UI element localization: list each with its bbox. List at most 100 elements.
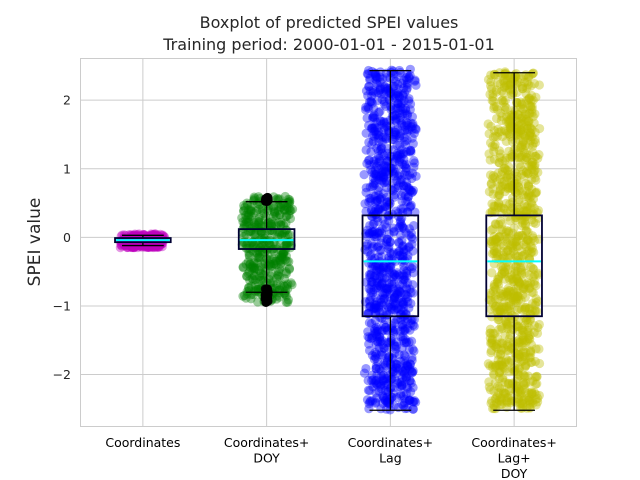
data-point: [263, 206, 273, 216]
data-point: [360, 199, 370, 209]
data-point: [505, 206, 515, 216]
data-point: [518, 250, 528, 261]
data-point: [242, 271, 252, 281]
data-point: [367, 280, 377, 290]
data-point: [507, 364, 518, 374]
data-point: [521, 226, 532, 236]
data-point: [519, 77, 530, 87]
data-point: [263, 203, 273, 213]
data-point: [398, 104, 408, 114]
data-point: [261, 211, 271, 221]
data-point: [507, 151, 517, 162]
data-point: [279, 274, 290, 284]
data-point: [507, 240, 518, 251]
data-point: [515, 207, 525, 217]
data-point: [245, 275, 255, 285]
data-point: [518, 284, 529, 294]
data-point: [499, 302, 509, 312]
data-point: [391, 130, 401, 140]
data-point: [497, 177, 508, 187]
data-point: [521, 96, 532, 106]
data-point: [364, 81, 374, 92]
data-point: [388, 361, 398, 372]
data-point: [377, 335, 387, 346]
data-point: [531, 175, 541, 185]
data-point: [502, 128, 512, 138]
data-point: [503, 305, 513, 316]
data-point: [515, 143, 525, 153]
data-point: [523, 80, 533, 90]
data-point: [257, 206, 268, 216]
data-point: [527, 306, 537, 316]
data-point: [279, 288, 289, 299]
data-point: [244, 250, 254, 260]
data-point: [393, 363, 403, 373]
data-point: [362, 113, 372, 123]
chart-title: Boxplot of predicted SPEI values Trainin…: [162, 13, 495, 54]
data-point: [408, 268, 418, 278]
data-point: [371, 363, 381, 374]
data-point: [529, 320, 540, 331]
data-point: [503, 245, 513, 256]
data-point: [520, 320, 530, 330]
data-point: [378, 267, 388, 277]
data-point: [403, 251, 413, 261]
data-point: [399, 169, 409, 180]
data-point: [514, 338, 524, 348]
data-point: [392, 289, 402, 300]
data-point: [499, 78, 509, 88]
data-point: [146, 229, 156, 239]
data-point: [524, 303, 535, 313]
data-point: [490, 282, 500, 292]
data-point: [494, 315, 504, 325]
data-point: [495, 216, 506, 226]
data-point: [392, 360, 402, 370]
data-point: [528, 194, 539, 204]
data-point: [380, 132, 391, 142]
data-point: [494, 232, 504, 242]
data-point: [150, 242, 160, 252]
data-point: [490, 172, 500, 182]
data-point: [513, 110, 523, 120]
data-point: [520, 206, 531, 216]
data-point: [493, 191, 503, 201]
data-point: [363, 69, 373, 79]
data-point: [503, 356, 513, 366]
data-point: [516, 128, 526, 138]
data-point: [534, 319, 544, 330]
data-point: [281, 291, 292, 301]
data-point: [390, 382, 400, 392]
data-point: [151, 242, 161, 252]
data-point: [490, 301, 501, 311]
data-point: [407, 173, 417, 184]
data-point: [525, 188, 535, 198]
data-point: [400, 324, 410, 334]
data-point: [245, 262, 255, 273]
data-point: [510, 266, 521, 276]
data-point: [394, 211, 404, 222]
data-point: [405, 359, 415, 369]
data-point: [283, 295, 294, 305]
data-point: [522, 335, 533, 345]
data-point: [497, 268, 507, 279]
data-point: [375, 263, 385, 274]
data-point: [283, 198, 293, 208]
data-point: [388, 297, 399, 307]
data-point: [129, 232, 140, 242]
data-point: [365, 220, 375, 231]
data-point: [405, 170, 415, 180]
data-point: [522, 152, 532, 163]
data-point: [243, 257, 253, 267]
data-point: [364, 197, 374, 207]
data-point: [517, 186, 527, 196]
data-point: [382, 197, 392, 207]
data-point: [514, 118, 524, 128]
data-point: [400, 403, 410, 414]
data-point: [399, 261, 409, 272]
data-point: [252, 249, 263, 259]
data-point: [366, 269, 376, 279]
data-point: [276, 262, 286, 272]
data-point: [489, 279, 500, 289]
data-point: [252, 206, 262, 216]
data-point: [378, 175, 388, 185]
